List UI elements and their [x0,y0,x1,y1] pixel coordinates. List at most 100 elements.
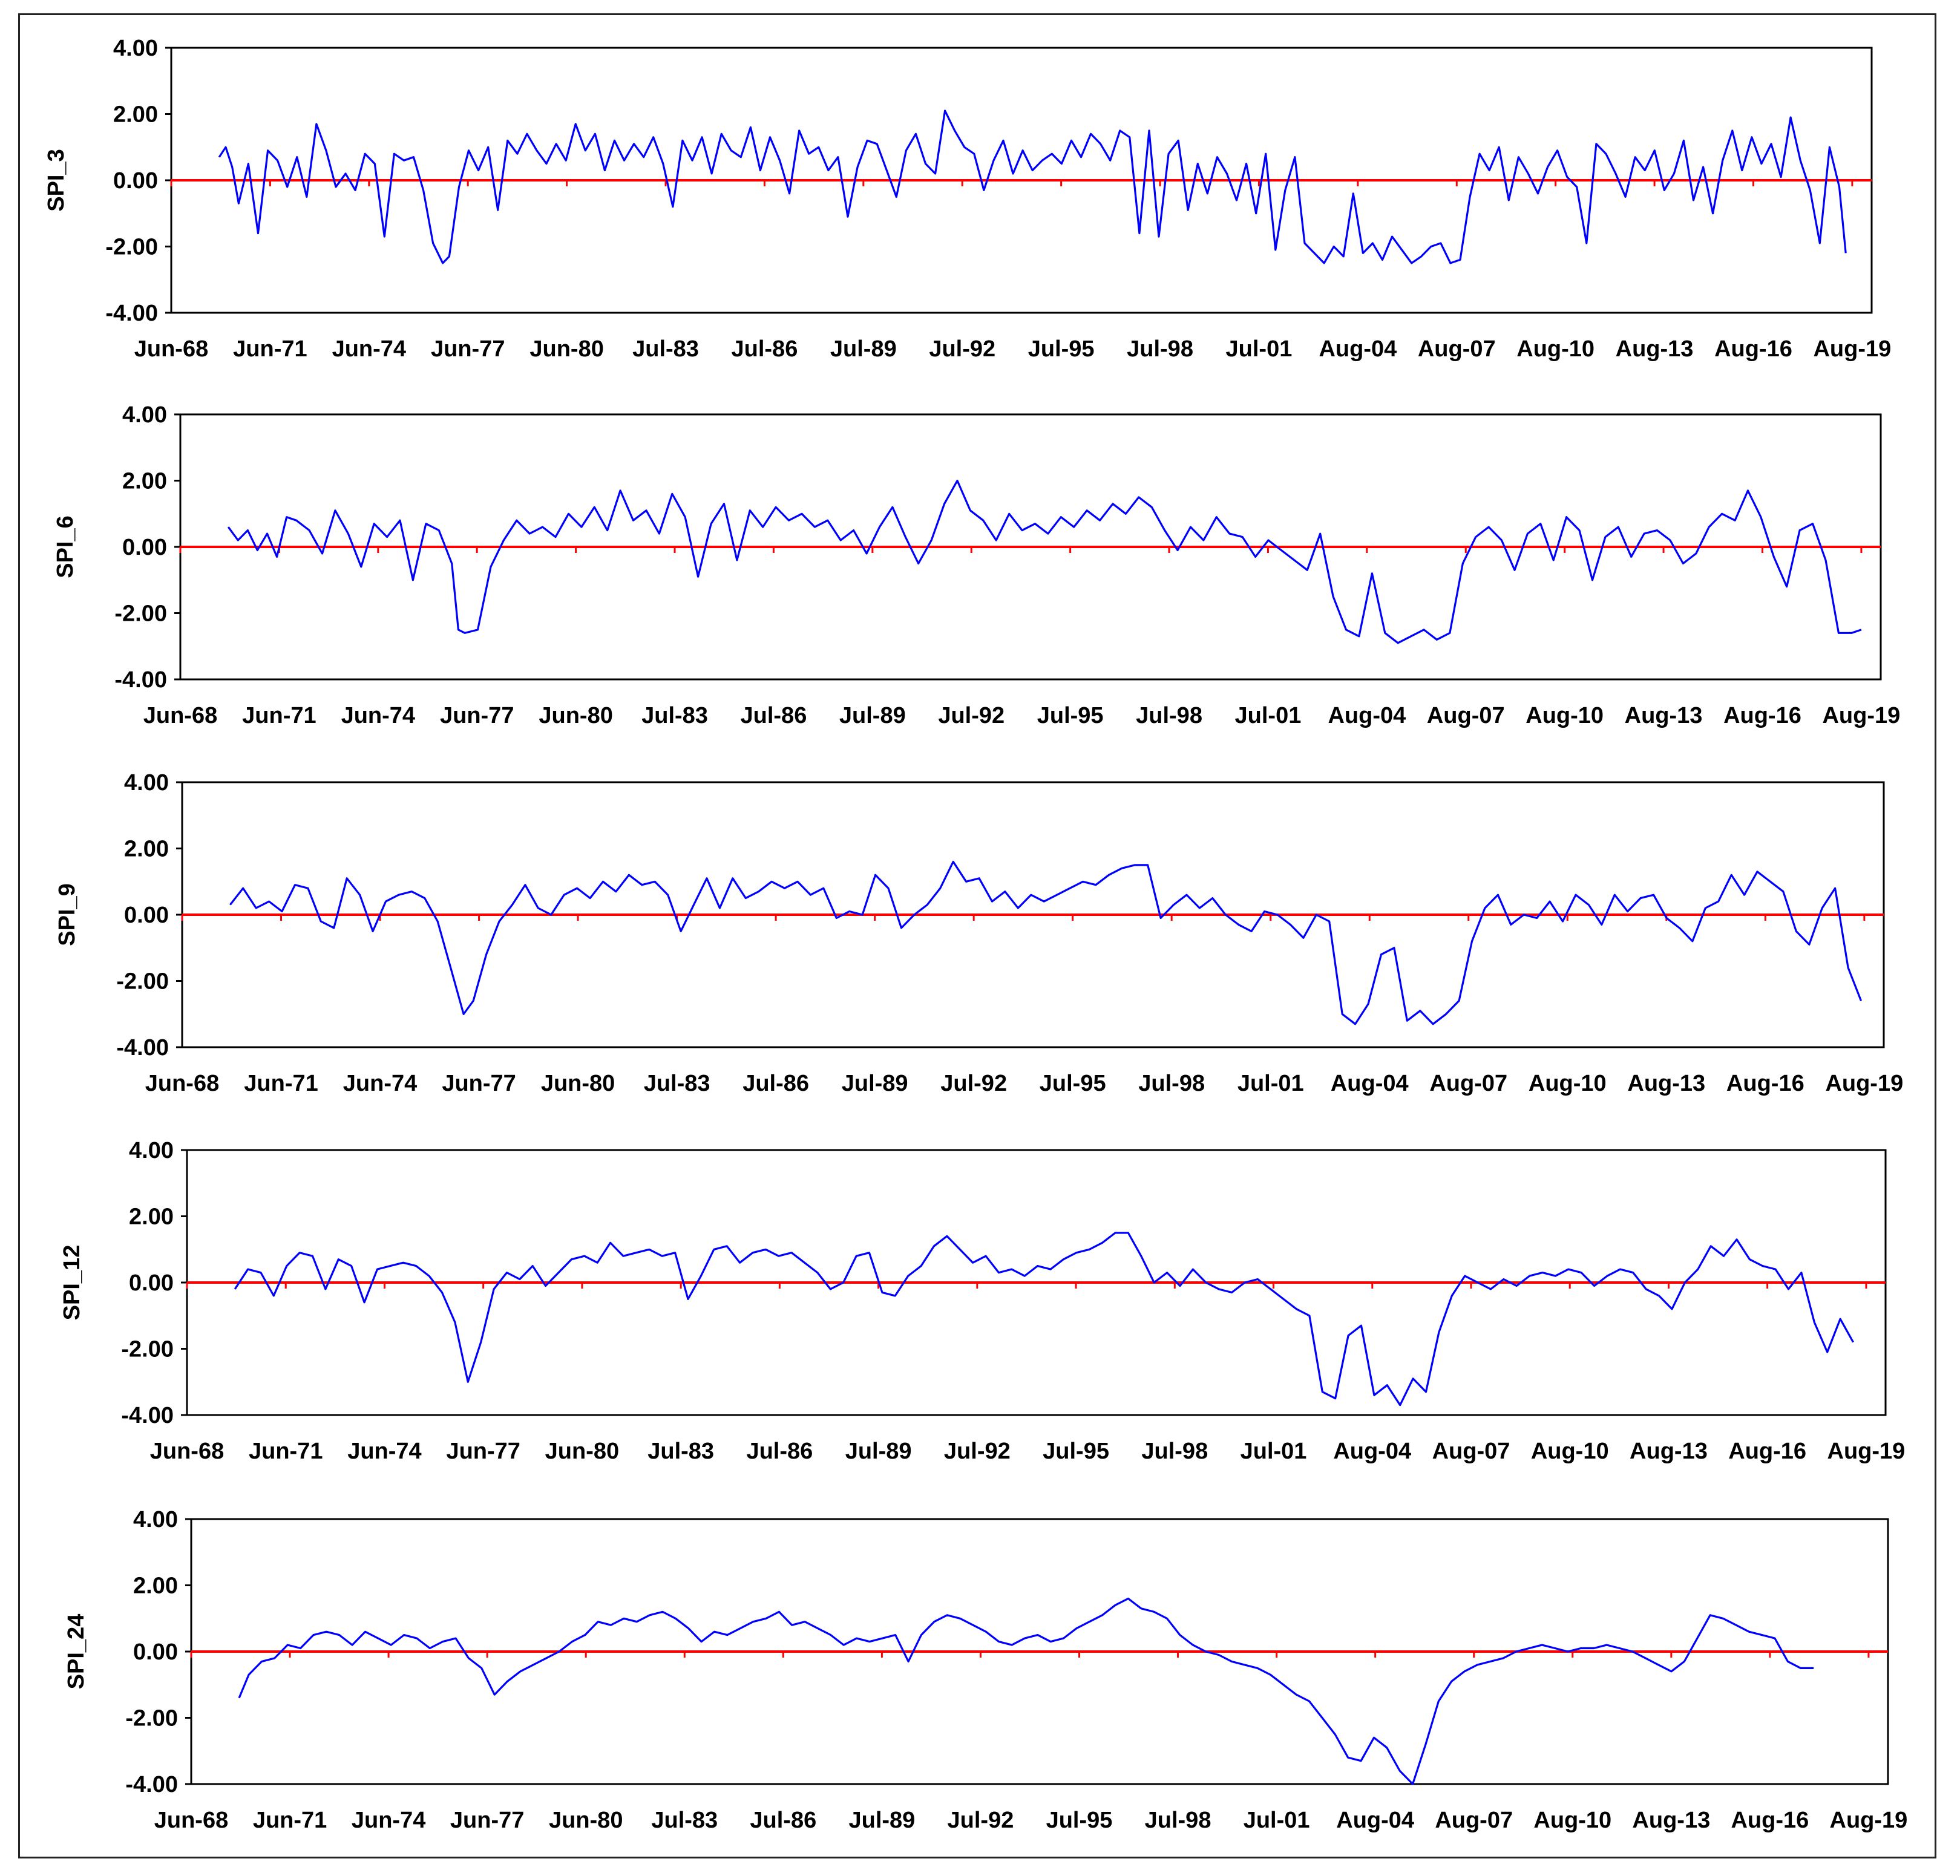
x-tick-label: Jul-95 [1040,1071,1106,1096]
x-tick-label: Aug-04 [1328,703,1406,728]
series-line [234,1232,1854,1407]
x-tick-label: Aug-19 [1813,336,1891,362]
x-tick-label: Aug-13 [1630,1439,1708,1464]
x-tick-label: Jun-77 [431,336,505,362]
x-tick-label: Jun-74 [343,1071,417,1096]
x-tick-label: Jul-89 [830,336,897,362]
x-tick-label: Aug-19 [1825,1071,1903,1096]
x-tick-label: Aug-16 [1726,1071,1804,1096]
x-tick-label: Jul-95 [1028,336,1095,362]
y-tick-label: 4.00 [113,36,158,61]
y-tick-label: 2.00 [113,102,158,128]
y-tick-label: 0.00 [113,168,158,194]
x-tick-label: Jun-74 [352,1808,425,1833]
x-tick-label: Jul-92 [948,1808,1014,1833]
x-tick-label: Aug-10 [1529,1071,1607,1096]
x-tick-label: Jul-83 [641,703,708,728]
x-tick-label: Aug-07 [1432,1439,1510,1464]
y-axis-label: SPI_24 [64,1614,89,1690]
x-tick-label: Jul-83 [644,1071,710,1096]
y-tick-label: 4.00 [133,1507,178,1532]
x-tick-label: Jul-83 [632,336,699,362]
x-tick-label: Jun-71 [242,703,316,728]
x-tick-label: Aug-13 [1616,336,1694,362]
y-axis-label: SPI_6 [53,515,78,578]
x-tick-label: Jul-98 [1127,336,1193,362]
x-tick-label: Aug-19 [1822,703,1900,728]
y-tick-label: -4.00 [125,1772,178,1797]
x-tick-label: Jun-68 [154,1808,228,1833]
y-tick-label: 0.00 [133,1639,178,1665]
x-tick-label: Jun-77 [440,703,514,728]
y-tick-label: -4.00 [121,1403,174,1428]
x-tick-label: Jun-68 [143,703,217,728]
y-tick-label: 0.00 [124,903,169,928]
x-tick-label: Aug-13 [1625,703,1703,728]
chart-panel-spi-9: 4.00 2.00 0.00 -2.00 -4.00 SPI_9 Jun-68 Jun-71 J… [54,770,1903,1096]
chart-panel-spi-24: 4.00 2.00 0.00 -2.00 -4.00 SPI_24 Jun-68 Jun-71… [64,1507,1907,1833]
x-tick-label: Aug-07 [1435,1808,1513,1833]
y-tick-label: 2.00 [129,1204,174,1230]
x-tick-label: Jun-77 [446,1439,520,1464]
x-tick-label: Aug-13 [1632,1808,1710,1833]
x-tick-label: Jun-77 [450,1808,524,1833]
y-tick-label: -4.00 [105,301,158,326]
series-line [229,860,1862,1025]
x-tick-label: Jun-71 [253,1808,327,1833]
y-tick-label: 4.00 [129,1138,174,1163]
x-tick-label: Aug-16 [1714,336,1792,362]
x-tick-label: Jul-89 [845,1439,912,1464]
x-tick-label: Aug-07 [1427,703,1505,728]
y-tick-label: 0.00 [129,1270,174,1296]
x-tick-label: Aug-07 [1418,336,1496,362]
x-tick-label: Jul-89 [842,1071,908,1096]
x-tick-label: Aug-10 [1531,1439,1609,1464]
y-tick-label: -2.00 [114,601,167,627]
x-tick-label: Jul-86 [750,1808,816,1833]
x-tick-label: Aug-10 [1533,1808,1611,1833]
y-tick-label: -4.00 [116,1035,169,1061]
x-tick-label: Jun-80 [539,703,612,728]
x-tick-label: Jul-89 [848,1808,915,1833]
x-tick-label: Aug-04 [1331,1071,1409,1096]
x-tick-label: Jul-83 [651,1808,718,1833]
x-tick-label: Jul-95 [1046,1808,1113,1833]
x-tick-label: Jul-86 [746,1439,813,1464]
x-tick-label: Aug-10 [1526,703,1604,728]
spi-charts: 4.00 2.00 0.00 -2.00 -4.00 SPI_3 Jun-68 Jun-71 J… [44,36,1907,1833]
x-tick-label: Aug-19 [1827,1439,1906,1464]
x-tick-label: Jun-74 [341,703,415,728]
x-tick-label: Jul-98 [1138,1071,1205,1096]
x-tick-label: Aug-13 [1627,1071,1705,1096]
figure-frame: 4.00 2.00 0.00 -2.00 -4.00 SPI_3 Jun-68 Jun-71 J… [18,13,1936,1858]
x-tick-label: Jul-86 [741,703,807,728]
series-line [218,109,1847,264]
x-tick-label: Jul-01 [1241,1439,1307,1464]
x-tick-label: Jul-86 [732,336,798,362]
y-tick-label: 0.00 [122,535,167,560]
x-tick-label: Aug-16 [1723,703,1801,728]
x-tick-label: Aug-19 [1830,1808,1908,1833]
x-tick-label: Jun-74 [332,336,406,362]
x-tick-label: Jul-98 [1145,1808,1211,1833]
x-tick-label: Jun-71 [233,336,307,362]
y-tick-label: 2.00 [133,1574,178,1599]
x-tick-label: Jun-68 [145,1071,219,1096]
x-tick-label: Aug-16 [1728,1439,1806,1464]
y-axis-label: SPI_12 [59,1245,85,1321]
series-line [227,479,1862,644]
x-tick-label: Aug-04 [1333,1439,1411,1464]
x-tick-label: Jul-01 [1244,1808,1310,1833]
x-tick-label: Aug-07 [1429,1071,1507,1096]
x-tick-label: Jun-80 [549,1808,623,1833]
y-tick-label: -2.00 [125,1706,178,1731]
chart-panel-spi-3: 4.00 2.00 0.00 -2.00 -4.00 SPI_3 Jun-68 Jun-71 J… [44,36,1891,362]
x-tick-label: Jul-92 [944,1439,1011,1464]
x-tick-label: Jul-92 [929,336,995,362]
y-tick-label: -2.00 [121,1337,174,1362]
x-tick-label: Jul-01 [1226,336,1293,362]
x-tick-label: Jun-68 [150,1439,224,1464]
x-tick-label: Jun-80 [529,336,603,362]
x-tick-label: Jul-86 [742,1071,809,1096]
x-tick-label: Jul-83 [647,1439,714,1464]
